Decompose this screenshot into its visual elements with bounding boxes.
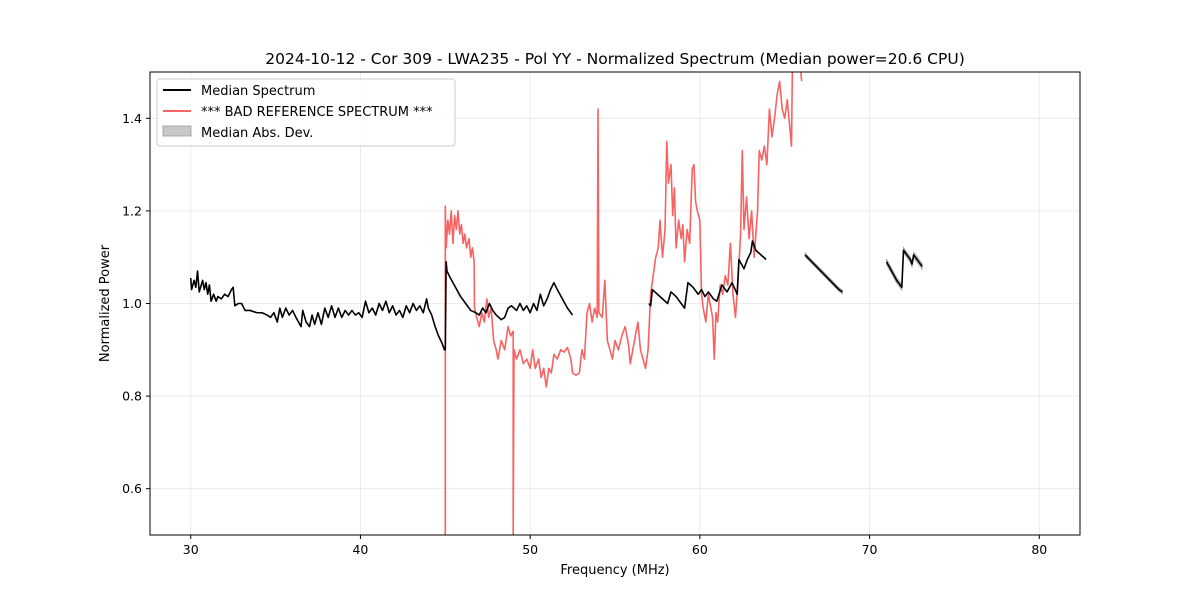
legend: Median Spectrum *** BAD REFERENCE SPECTR… (156, 78, 456, 147)
legend-label-bad-reference: *** BAD REFERENCE SPECTRUM *** (201, 105, 433, 120)
legend-label-median: Median Spectrum (201, 84, 315, 99)
legend-label-mad: Median Abs. Dev. (201, 126, 313, 141)
x-axis-title: Frequency (MHz) (560, 563, 669, 578)
x-tick-label: 70 (862, 542, 878, 557)
series-lines (189, 72, 923, 535)
y-tick-label: 1.0 (122, 296, 142, 311)
y-tick-label: 1.2 (122, 203, 142, 218)
grid-lines (150, 72, 1080, 535)
median-spectrum-line (885, 249, 923, 289)
median-spectrum-line (648, 240, 767, 309)
x-tick-label: 40 (352, 542, 368, 557)
x-tick-label: 30 (183, 542, 199, 557)
y-tick-label: 0.8 (122, 389, 142, 404)
x-tick-label: 50 (522, 542, 538, 557)
median-spectrum-line (189, 261, 574, 351)
x-tick-label: 80 (1031, 542, 1047, 557)
chart-title: 2024-10-12 - Cor 309 - LWA235 - Pol YY -… (265, 50, 965, 68)
legend-swatch-mad (162, 125, 192, 137)
y-tick-label: 0.6 (122, 481, 142, 496)
y-tick-label: 1.4 (122, 111, 142, 126)
bad-reference-line (444, 72, 794, 535)
y-axis-title: Normalized Power (98, 244, 113, 362)
bad-reference-line (800, 72, 803, 82)
x-tick-label: 60 (692, 542, 708, 557)
median-spectrum-line (804, 254, 843, 293)
axis-ticks: 30 40 50 60 70 80 0.6 0.8 1.0 1.2 1.4 (122, 111, 1047, 557)
legend-box (156, 78, 456, 147)
